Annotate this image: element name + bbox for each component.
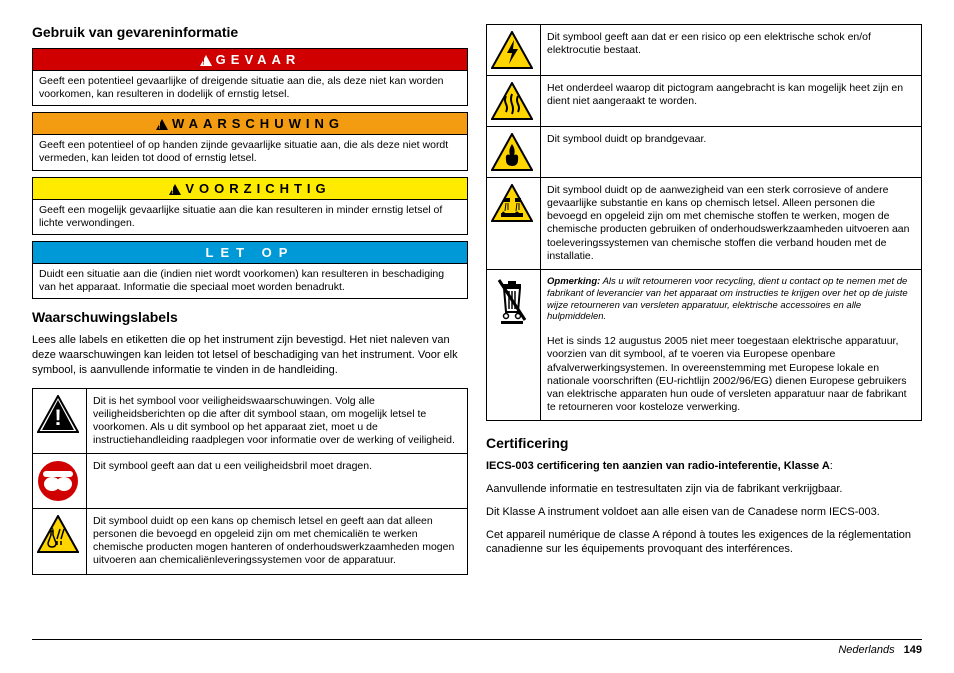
hazard-warning-header: ! WAARSCHUWING xyxy=(33,113,467,135)
hazard-warning-box: ! WAARSCHUWING Geeft een potentieel of op… xyxy=(32,112,468,170)
table-row: Dit symbool geeft aan dat u een veilighe… xyxy=(33,454,468,509)
hazard-caution-title: VOORZICHTIG xyxy=(185,181,330,196)
symbol-text: Dit symbool duidt op een kans op chemisc… xyxy=(87,509,468,575)
heading-hazard-info: Gebruik van gevareninformatie xyxy=(32,24,468,40)
cert-line-1: IECS-003 certificering ten aanzien van r… xyxy=(486,459,922,474)
table-row: ! Dit is het symbool voor veiligheidswaa… xyxy=(33,388,468,454)
right-column: Dit symbool geeft aan dat er een risico … xyxy=(486,24,922,629)
heading-certification: Certificering xyxy=(486,435,922,451)
labels-intro-text: Lees alle labels en etiketten die op het… xyxy=(32,333,468,378)
cert-line-4: Cet appareil numérique de classe A répon… xyxy=(486,528,922,558)
table-row: Dit symbool duidt op een kans op chemisc… xyxy=(33,509,468,575)
symbol-text: Dit symbool geeft aan dat u een veilighe… xyxy=(87,454,468,509)
heading-warning-labels: Waarschuwingslabels xyxy=(32,309,468,325)
hot-surface-icon xyxy=(487,76,541,127)
footer-page-number: 149 xyxy=(904,644,922,656)
hazard-danger-header: ! GEVAAR xyxy=(33,49,467,71)
page-footer: Nederlands 149 xyxy=(32,639,922,656)
table-row: Het is sinds 12 augustus 2005 niet meer … xyxy=(487,329,922,420)
warning-triangle-icon: ! xyxy=(156,119,168,130)
certification-block: IECS-003 certificering ten aanzien van r… xyxy=(486,459,922,557)
warning-triangle-icon: ! xyxy=(169,184,181,195)
two-column-layout: Gebruik van gevareninformatie ! GEVAAR Ge… xyxy=(32,24,922,629)
table-row: Het onderdeel waarop dit pictogram aange… xyxy=(487,76,922,127)
eye-protection-icon xyxy=(33,454,87,509)
hazard-notice-header: LET OP xyxy=(33,242,467,264)
svg-text:!: ! xyxy=(54,405,61,430)
general-warning-icon: ! xyxy=(33,388,87,454)
weee-note-text: Als u wilt retourneren voor recycling, d… xyxy=(547,276,908,323)
weee-icon xyxy=(487,269,541,420)
cert-bold-text: IECS-003 certificering ten aanzien van r… xyxy=(486,460,830,472)
symbol-table-right: Dit symbool geeft aan dat er een risico … xyxy=(486,24,922,421)
symbol-table-left: ! Dit is het symbool voor veiligheidswaa… xyxy=(32,388,468,575)
footer-language: Nederlands xyxy=(838,644,894,656)
symbol-text: Dit symbool duidt op de aanwezigheid van… xyxy=(541,178,922,270)
warning-triangle-icon: ! xyxy=(200,55,212,66)
hazard-danger-title: GEVAAR xyxy=(216,52,301,67)
table-row: Opmerking: Als u wilt retourneren voor r… xyxy=(487,269,922,329)
table-row: Dit symbool duidt op de aanwezigheid van… xyxy=(487,178,922,270)
cert-line-3: Dit Klasse A instrument voldoet aan alle… xyxy=(486,505,922,520)
svg-text:!: ! xyxy=(158,122,166,131)
svg-text:!: ! xyxy=(202,58,210,67)
hazard-notice-box: LET OP Duidt een situatie aan die (indie… xyxy=(32,241,468,299)
weee-note-label: Opmerking: xyxy=(547,276,600,287)
hazard-danger-body: Geeft een potentieel gevaarlijke of drei… xyxy=(33,71,467,105)
cert-suffix: : xyxy=(830,460,833,472)
symbol-text: Dit symbool duidt op brandgevaar. xyxy=(541,127,922,178)
fire-hazard-icon xyxy=(487,127,541,178)
corrosive-icon xyxy=(487,178,541,270)
electric-shock-icon xyxy=(487,25,541,76)
chemical-hazard-icon xyxy=(33,509,87,575)
symbol-text: Dit is het symbool voor veiligheidswaars… xyxy=(87,388,468,454)
hazard-caution-box: ! VOORZICHTIG Geeft een mogelijk gevaarli… xyxy=(32,177,468,235)
left-column: Gebruik van gevareninformatie ! GEVAAR Ge… xyxy=(32,24,468,629)
svg-text:!: ! xyxy=(172,186,180,195)
table-row: Dit symbool duidt op brandgevaar. xyxy=(487,127,922,178)
hazard-warning-title: WAARSCHUWING xyxy=(172,116,344,131)
table-row: Dit symbool geeft aan dat er een risico … xyxy=(487,25,922,76)
symbol-text: Het is sinds 12 augustus 2005 niet meer … xyxy=(541,329,922,420)
hazard-warning-body: Geeft een potentieel of op handen zijnde… xyxy=(33,135,467,169)
hazard-caution-body: Geeft een mogelijk gevaarlijke situatie … xyxy=(33,200,467,234)
cert-line-2: Aanvullende informatie en testresultaten… xyxy=(486,482,922,497)
weee-note-cell: Opmerking: Als u wilt retourneren voor r… xyxy=(541,269,922,329)
hazard-caution-header: ! VOORZICHTIG xyxy=(33,178,467,200)
hazard-notice-body: Duidt een situatie aan die (indien niet … xyxy=(33,264,467,298)
symbol-text: Dit symbool geeft aan dat er een risico … xyxy=(541,25,922,76)
symbol-text: Het onderdeel waarop dit pictogram aange… xyxy=(541,76,922,127)
hazard-notice-title: LET OP xyxy=(206,245,295,260)
hazard-danger-box: ! GEVAAR Geeft een potentieel gevaarlijke… xyxy=(32,48,468,106)
